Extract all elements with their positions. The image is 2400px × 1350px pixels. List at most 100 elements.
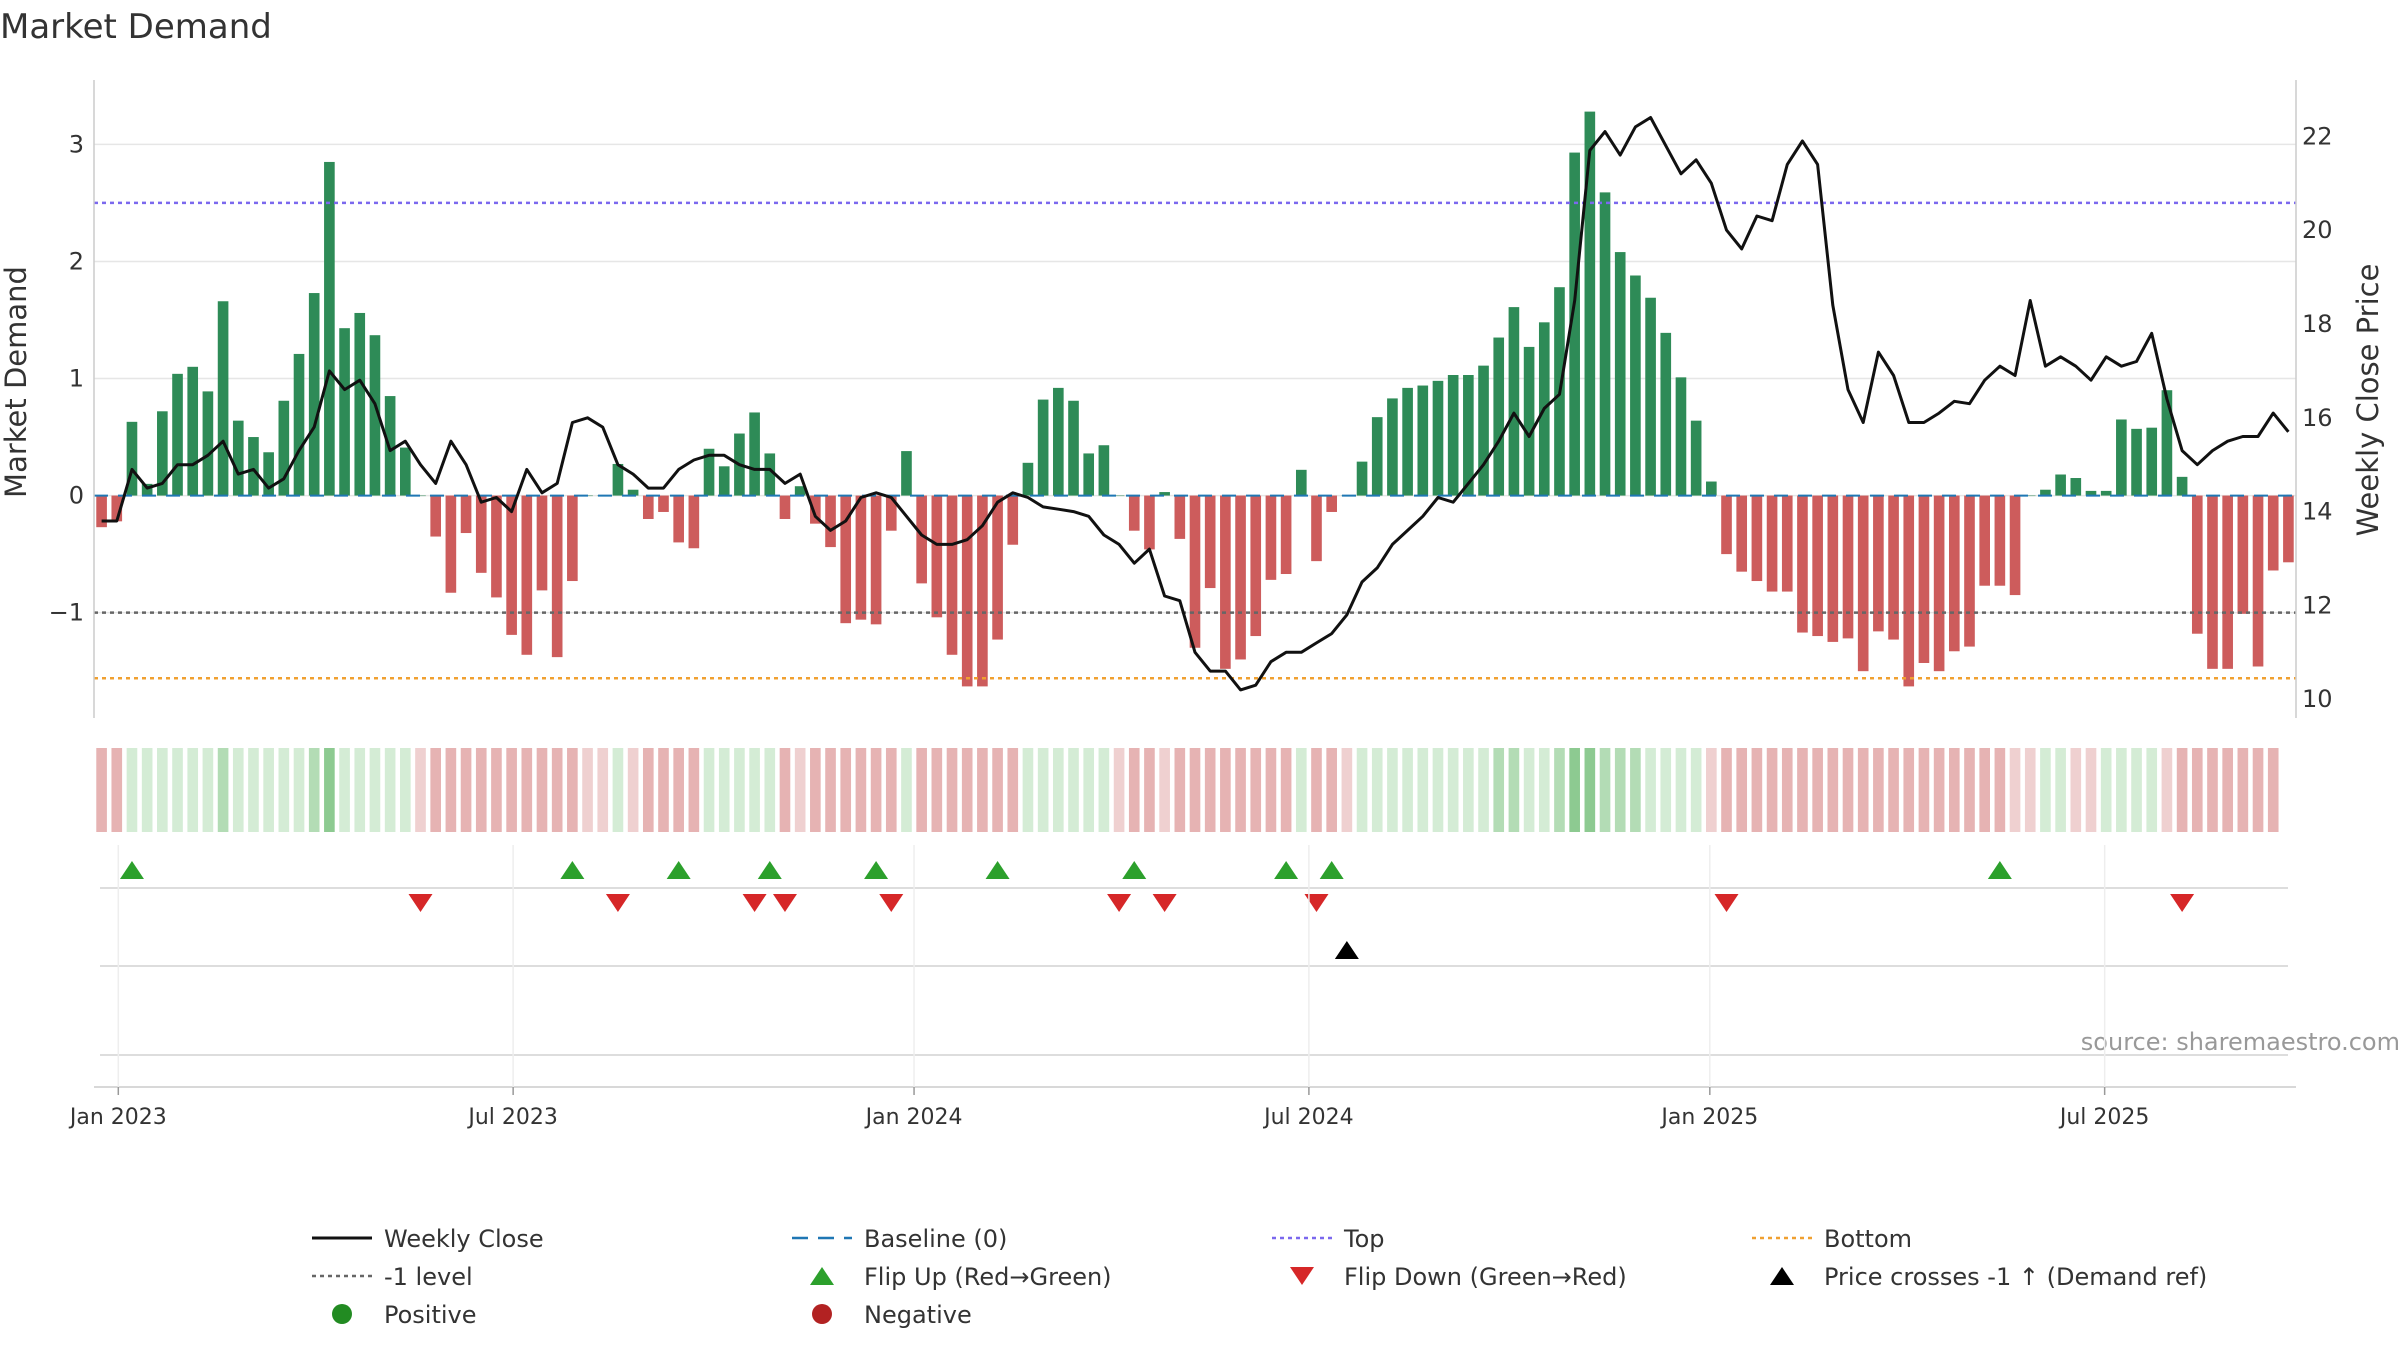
strip-cell — [1554, 748, 1565, 832]
strip-cell — [111, 748, 123, 832]
demand-bar — [1857, 495, 1869, 672]
strip-cell — [506, 748, 517, 832]
demand-bar — [172, 373, 183, 496]
legend-label: Baseline (0) — [864, 1225, 1007, 1253]
demand-bar — [855, 495, 867, 620]
strip-cell — [1113, 748, 1125, 832]
demand-bar — [825, 495, 836, 548]
demand-bar — [1903, 495, 1915, 687]
demand-bar — [612, 463, 624, 496]
strip-cell — [1463, 748, 1474, 832]
demand-bar — [2040, 489, 2051, 496]
demand-bar — [1781, 495, 1793, 592]
demand-bar — [1675, 377, 1687, 496]
strip-cell — [1736, 748, 1748, 832]
legend-swatch — [812, 1304, 832, 1324]
legend-label: Flip Down (Green→Red) — [1344, 1263, 1627, 1291]
flip-up-marker — [1987, 861, 2012, 879]
strip-cell — [1174, 748, 1186, 832]
flip-up-marker — [119, 861, 144, 879]
demand-bar — [1645, 297, 1656, 496]
demand-bar — [202, 391, 214, 496]
strip-cell — [1538, 748, 1550, 832]
legend-label: Positive — [384, 1301, 477, 1329]
demand-bar — [1721, 495, 1732, 555]
demand-bar — [810, 495, 821, 524]
x-tick-label: Jul 2023 — [466, 1105, 558, 1130]
strip-cell — [536, 748, 548, 832]
strip-cell — [2252, 748, 2264, 832]
demand-bar — [430, 495, 442, 537]
price-line-group — [101, 116, 2290, 692]
y-left-tick-label: 2 — [69, 247, 84, 275]
legend-label: Top — [1343, 1225, 1385, 1253]
strip-cell — [1007, 748, 1019, 832]
strip-cell — [1068, 748, 1079, 832]
strip-cell — [1311, 748, 1322, 832]
legend-item: Negative — [812, 1301, 972, 1329]
strip-cell — [1250, 748, 1262, 832]
flip-down-marker — [408, 894, 433, 912]
strip-cell — [96, 748, 107, 832]
strip-cell — [1417, 748, 1429, 832]
strip-cell — [1812, 748, 1823, 832]
demand-bar — [1660, 332, 1672, 496]
strip-cell — [232, 748, 244, 832]
demand-bar — [1964, 495, 1975, 647]
flip-up-marker — [560, 861, 585, 879]
demand-bar — [1144, 495, 1155, 550]
demand-bar — [141, 483, 153, 496]
demand-bar — [384, 396, 396, 496]
demand-bar — [1979, 495, 1990, 586]
strip-cell — [2116, 748, 2127, 832]
demand-bar — [1690, 420, 1702, 496]
strip-cell — [901, 748, 912, 832]
strip-cell — [1204, 748, 1216, 832]
demand-bar — [506, 495, 517, 635]
flip-up-marker — [1319, 861, 1344, 879]
event-markers — [100, 861, 2288, 1056]
demand-bar — [2252, 495, 2264, 667]
demand-bar — [779, 495, 791, 519]
demand-bar — [1220, 495, 1231, 669]
demand-bar — [977, 495, 988, 687]
demand-bar — [1113, 495, 1125, 497]
demand-bar — [2176, 476, 2188, 496]
x-tick-label: Jan 2024 — [864, 1105, 963, 1130]
y-left-tick-label: 0 — [69, 482, 84, 510]
flip-down-marker — [1304, 894, 1329, 912]
strip-cell — [992, 748, 1003, 832]
demand-bar — [1933, 495, 1945, 672]
demand-bar — [1812, 495, 1823, 637]
demand-bar — [688, 495, 700, 549]
flip-down-marker — [1152, 894, 1177, 912]
strip-cell — [354, 748, 366, 832]
demand-bar — [2283, 495, 2294, 563]
strip-cell — [749, 748, 760, 832]
demand-bar — [703, 448, 715, 496]
demand-bar — [2161, 390, 2173, 496]
strip-cell — [217, 748, 229, 832]
demand-heat-strip — [96, 748, 2279, 832]
demand-bar — [1356, 461, 1368, 496]
demand-bar — [840, 495, 852, 624]
demand-bar — [1948, 495, 1960, 652]
strip-cell — [1706, 748, 1717, 832]
demand-bar — [1189, 495, 1201, 648]
demand-bar — [111, 495, 123, 522]
demand-bar — [1706, 481, 1717, 496]
strip-cell — [308, 748, 320, 832]
demand-bar — [1159, 492, 1170, 496]
demand-bar — [551, 495, 563, 658]
strip-cell — [324, 748, 335, 832]
strip-cell — [384, 748, 396, 832]
y-left-tick-label: −1 — [49, 599, 84, 627]
strip-cell — [1523, 748, 1535, 832]
strip-cell — [551, 748, 563, 832]
demand-bar — [673, 495, 684, 543]
demand-bar — [217, 301, 229, 496]
strip-cell — [1053, 748, 1064, 832]
strip-cell — [278, 748, 290, 832]
demand-bar — [400, 447, 411, 496]
strip-cell — [582, 748, 593, 832]
